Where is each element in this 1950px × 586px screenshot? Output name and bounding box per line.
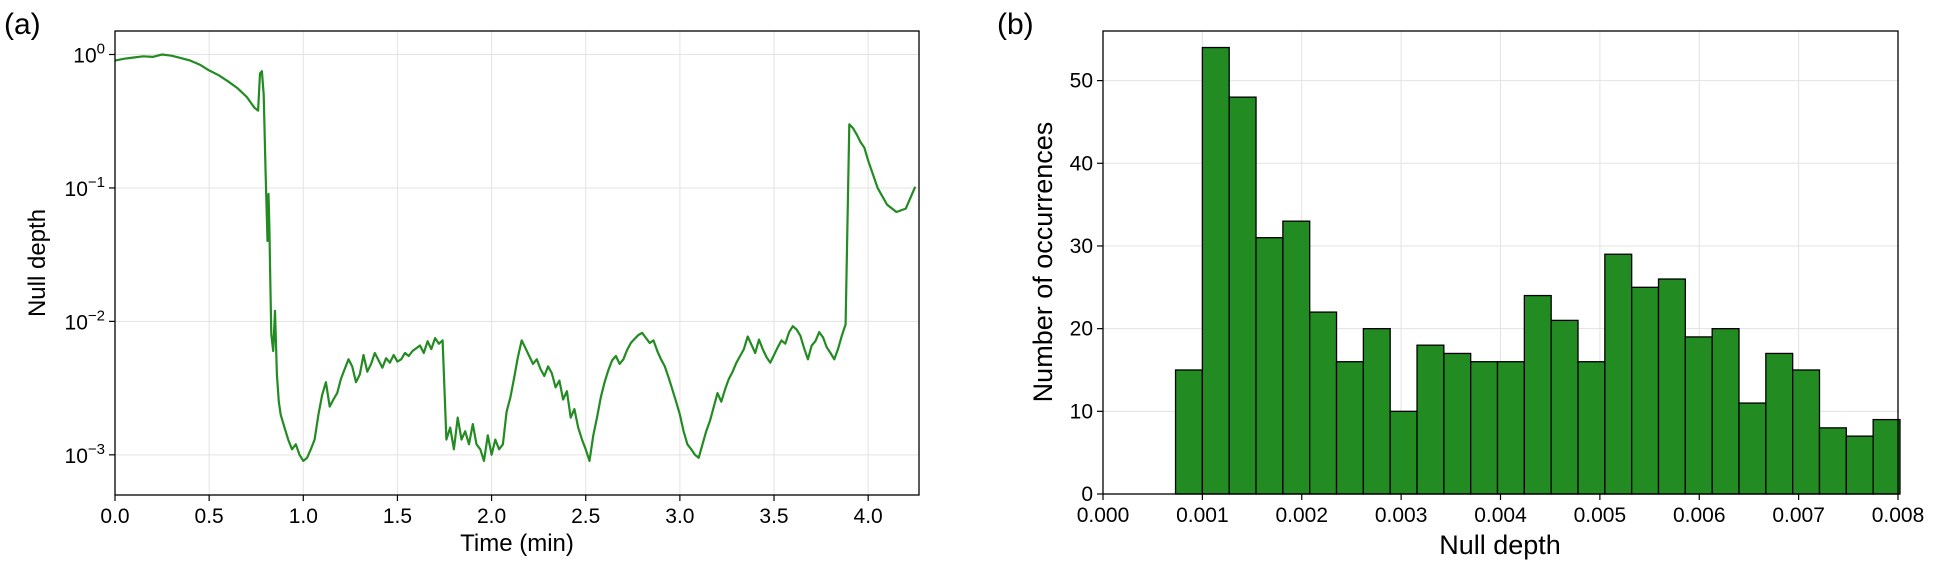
- panel-a-y-tick-label: 10−2: [65, 307, 105, 334]
- panel-b-x-axis-label: Null depth: [1439, 530, 1561, 560]
- panel-a-x-tick-label: 1.5: [383, 505, 412, 528]
- histogram-bar: [1470, 361, 1499, 495]
- panel-b-x-tick-label: 0.005: [1574, 504, 1627, 527]
- panel-b-x-tick-label: 0.002: [1275, 504, 1328, 527]
- panel-a-y-tick-label: 10−1: [65, 174, 105, 201]
- panel-a-line-chart: (a) 0.0 0.5 1.0 1.5 2.0 2.5 3.0 3.5 4.0 10−3 10−2…: [4, 8, 920, 557]
- panel-b-y-tick-label: 50: [1070, 70, 1093, 93]
- histogram-bar: [1711, 327, 1740, 495]
- panel-a-x-axis-label: Time (min): [460, 530, 574, 557]
- panel-a-x-ticks: 0.0 0.5 1.0 1.5 2.0 2.5 3.0 3.5 4.0: [100, 495, 883, 528]
- panel-a-y-tick-label: 100: [73, 40, 105, 67]
- panel-b-y-tick-label: 20: [1070, 318, 1093, 341]
- panel-b-bars: [1174, 46, 1901, 495]
- histogram-bar: [1550, 319, 1579, 495]
- panel-b-y-axis-label: Number of occurrences: [1028, 122, 1058, 403]
- histogram-bar: [1443, 352, 1472, 495]
- panel-b-histogram: (b) 0.000 0.001 0.002 0.003 0.004 0.005 0.006 0…: [997, 8, 1924, 560]
- panel-b-y-tick-label: 40: [1070, 152, 1093, 175]
- histogram-bar: [1228, 96, 1257, 495]
- panel-b-x-tick-label: 0.006: [1673, 504, 1726, 527]
- histogram-bar: [1738, 402, 1767, 495]
- panel-a-y-ticks: 10−3 10−2 10−1 100: [65, 40, 115, 468]
- panel-b-x-tick-label: 0.008: [1872, 504, 1925, 527]
- histogram-bar: [1255, 237, 1284, 495]
- panel-a-x-tick-label: 2.0: [477, 505, 506, 528]
- histogram-bar: [1174, 369, 1204, 495]
- panel-b-y-tick-label: 30: [1070, 235, 1093, 258]
- panel-b-y-ticks: 0 10 20 30 40 50: [1070, 70, 1103, 506]
- histogram-bar: [1657, 278, 1686, 495]
- panel-b-x-tick-label: 0.001: [1176, 504, 1229, 527]
- histogram-bar: [1335, 361, 1365, 495]
- panel-a-x-tick-label: 1.0: [289, 505, 318, 528]
- panel-a-x-tick-label: 0.0: [100, 505, 129, 528]
- panel-a-x-tick-label: 3.0: [665, 505, 694, 528]
- histogram-bar: [1792, 369, 1821, 495]
- histogram-bar: [1389, 410, 1418, 495]
- panel-a-x-tick-label: 4.0: [854, 505, 883, 528]
- histogram-bar: [1684, 336, 1713, 495]
- panel-b-y-tick-label: 10: [1070, 400, 1093, 423]
- histogram-bar: [1416, 344, 1445, 495]
- histogram-bar: [1309, 311, 1338, 495]
- histogram-bar: [1872, 418, 1901, 495]
- histogram-bar: [1523, 294, 1552, 495]
- panel-a-label: (a): [4, 8, 41, 41]
- panel-b-x-tick-label: 0.003: [1375, 504, 1428, 527]
- histogram-bar: [1818, 427, 1847, 495]
- histogram-bar: [1282, 220, 1311, 495]
- panel-b-x-tick-label: 0.007: [1772, 504, 1825, 527]
- null-depth-time-series-line: [114, 53, 917, 462]
- panel-a-x-tick-label: 0.5: [195, 505, 224, 528]
- histogram-bar: [1845, 435, 1874, 495]
- panel-a-grid: [114, 31, 919, 495]
- panel-a-x-tick-label: 2.5: [571, 505, 600, 528]
- panel-b-x-ticks: 0.000 0.001 0.002 0.003 0.004 0.005 0.006 0.007…: [1077, 494, 1925, 527]
- panel-a-x-tick-label: 3.5: [759, 505, 788, 528]
- panel-b-x-tick-label: 0.000: [1077, 504, 1130, 527]
- panel-a-y-tick-label: 10−3: [65, 441, 105, 468]
- panel-b-label: (b): [997, 8, 1034, 41]
- panel-a-frame: [114, 30, 920, 496]
- histogram-bar: [1362, 327, 1391, 495]
- histogram-bar: [1765, 352, 1794, 495]
- histogram-bar: [1201, 46, 1230, 495]
- histogram-bar: [1496, 361, 1526, 495]
- histogram-bar: [1604, 253, 1633, 495]
- histogram-bar: [1577, 361, 1606, 495]
- histogram-bar: [1631, 286, 1660, 495]
- panel-b-y-tick-label: 0: [1081, 483, 1093, 506]
- panel-a-y-axis-label: Null depth: [24, 209, 51, 317]
- panel-b-x-tick-label: 0.004: [1474, 504, 1527, 527]
